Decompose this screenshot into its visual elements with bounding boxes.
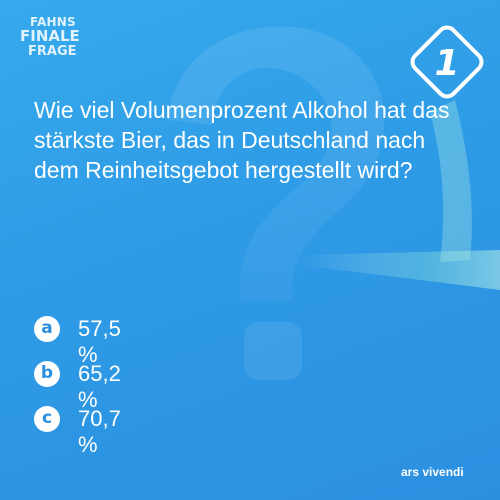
- diamond-badge-icon: 1: [410, 25, 484, 99]
- answer-value: 57,5 %: [78, 316, 121, 367]
- brand-line-1: FAHNS: [30, 15, 76, 29]
- brand-logo: FAHNS FINALE FRAGE: [20, 16, 80, 58]
- answer-value: 70,7 %: [78, 406, 121, 457]
- answer-value: 65,2 %: [78, 361, 121, 412]
- question-number-badge: 1: [405, 20, 489, 104]
- answer-letter-badge: a: [34, 316, 60, 342]
- publisher-logo: ars vivendi: [401, 465, 464, 479]
- answer-letter-badge: b: [34, 361, 60, 387]
- brand-line-2: FINALE: [20, 27, 80, 45]
- question-text: Wie viel Volumenprozent Alkohol hat das …: [34, 97, 450, 183]
- brand-line-3: FRAGE: [28, 44, 77, 59]
- badge-number: 1: [434, 43, 459, 84]
- answer-letter-badge: c: [34, 406, 60, 432]
